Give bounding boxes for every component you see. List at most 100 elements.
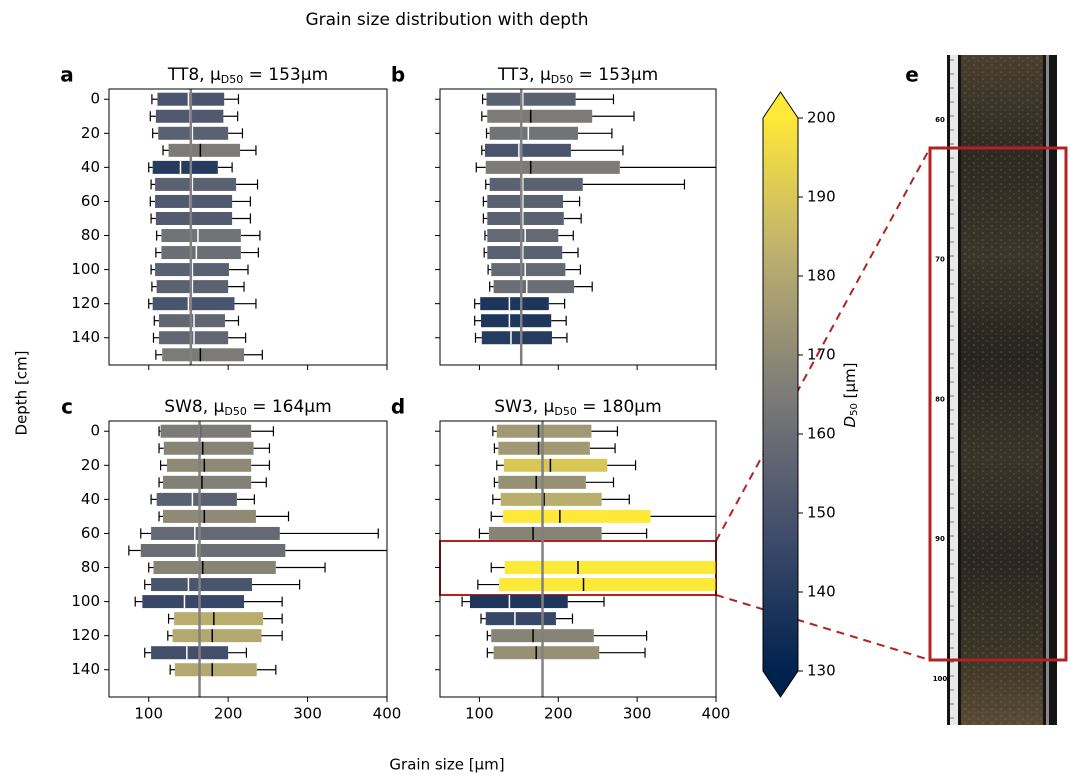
box — [487, 229, 559, 243]
box — [493, 646, 600, 660]
box — [487, 109, 593, 123]
box — [486, 92, 576, 106]
box — [488, 526, 602, 540]
x-tick-label: 100 — [465, 705, 494, 723]
box — [160, 424, 252, 438]
box — [166, 458, 252, 472]
y-tick-label: 20 — [81, 124, 100, 142]
y-tick-label: 40 — [81, 158, 100, 176]
panel-letter: d — [391, 395, 405, 419]
axes-frame — [108, 88, 388, 366]
box — [487, 211, 564, 225]
panel-title-text: TT8, μ — [167, 65, 221, 85]
panel-title-tail: = 153μm — [573, 65, 658, 85]
panel-title: TT8, μD50 = 153μm — [167, 65, 328, 86]
box — [485, 612, 556, 626]
core-highlight-box — [928, 146, 1068, 662]
panel — [474, 89, 716, 365]
panel-title-text: SW8, μ — [164, 397, 224, 417]
box — [163, 509, 256, 523]
colorbar-tick-label: 170 — [807, 346, 836, 364]
y-tick-label: 60 — [81, 192, 100, 210]
y-axis-label: Depth [cm] — [13, 350, 31, 435]
axes-frame — [439, 88, 717, 366]
box — [158, 126, 229, 140]
box — [498, 441, 590, 455]
colorbar-tick-label: 130 — [807, 662, 836, 680]
ruler-label: 60 — [935, 116, 945, 124]
y-tick-label: 100 — [71, 592, 100, 610]
colorbar-tick-label: 160 — [807, 425, 836, 443]
box — [156, 492, 237, 506]
box — [172, 629, 262, 643]
colorbar-tick-label: 200 — [807, 109, 836, 127]
box — [151, 578, 252, 592]
panel-title-sub: D50 — [221, 73, 243, 86]
box — [480, 297, 549, 311]
box — [163, 475, 252, 489]
y-tick-label: 60 — [81, 524, 100, 542]
y-tick-label: 40 — [81, 490, 100, 508]
x-tick-label: 400 — [373, 705, 402, 723]
box — [481, 331, 552, 345]
box — [174, 663, 257, 677]
ruler-label: 100 — [933, 675, 948, 683]
y-tick-label: 140 — [71, 660, 100, 678]
panel-title-tail: = 180μm — [577, 397, 662, 417]
box — [503, 458, 608, 472]
box — [155, 211, 233, 225]
panel-title-sub: D50 — [551, 73, 573, 86]
colorbar-label-text: D — [841, 416, 859, 428]
box — [500, 492, 602, 506]
x-tick-label: 200 — [544, 705, 573, 723]
colorbar-tick-label: 190 — [807, 188, 836, 206]
x-tick-label: 200 — [214, 705, 243, 723]
box — [481, 314, 552, 328]
core-photo — [947, 55, 1057, 725]
colorbar-tick-label: 150 — [807, 504, 836, 522]
panel-title-text: SW3, μ — [494, 397, 554, 417]
box — [487, 246, 563, 260]
panel-title-sub: D50 — [554, 405, 576, 418]
box — [168, 143, 241, 157]
x-tick-label: 300 — [293, 705, 322, 723]
x-tick-label: 100 — [134, 705, 163, 723]
box — [155, 177, 237, 191]
box — [140, 543, 286, 557]
box — [162, 348, 245, 362]
y-tick-label: 80 — [81, 558, 100, 576]
panel-letter: e — [905, 63, 919, 87]
connector — [715, 147, 931, 542]
box — [499, 578, 716, 592]
box — [152, 160, 218, 174]
box — [152, 297, 235, 311]
panel-letter: b — [391, 63, 405, 87]
box — [161, 246, 241, 260]
y-tick-label: 20 — [81, 456, 100, 474]
box — [487, 194, 564, 208]
panel — [461, 421, 716, 697]
panel-letter: a — [60, 63, 74, 87]
box — [151, 646, 229, 660]
colorbar-extend — [763, 92, 798, 118]
colorbar-label-sub: 50 — [849, 403, 860, 416]
x-tick-label: 400 — [702, 705, 731, 723]
panel-title-tail: = 164μm — [247, 397, 332, 417]
panel — [128, 421, 387, 697]
x-axis-label: Grain size [μm] — [389, 756, 504, 774]
panel-title: SW3, μD50 = 180μm — [494, 397, 661, 418]
box — [489, 177, 583, 191]
ruler-label: 70 — [935, 256, 945, 264]
box — [489, 126, 578, 140]
box — [142, 595, 245, 609]
box — [493, 280, 575, 294]
y-tick-label: 0 — [90, 90, 100, 108]
colorbar — [763, 118, 798, 671]
box — [503, 509, 651, 523]
box — [151, 526, 280, 540]
x-tick-label: 300 — [623, 705, 652, 723]
box — [484, 143, 571, 157]
panel — [148, 89, 263, 365]
box — [485, 160, 620, 174]
panel-title-text: TT3, μ — [497, 65, 551, 85]
